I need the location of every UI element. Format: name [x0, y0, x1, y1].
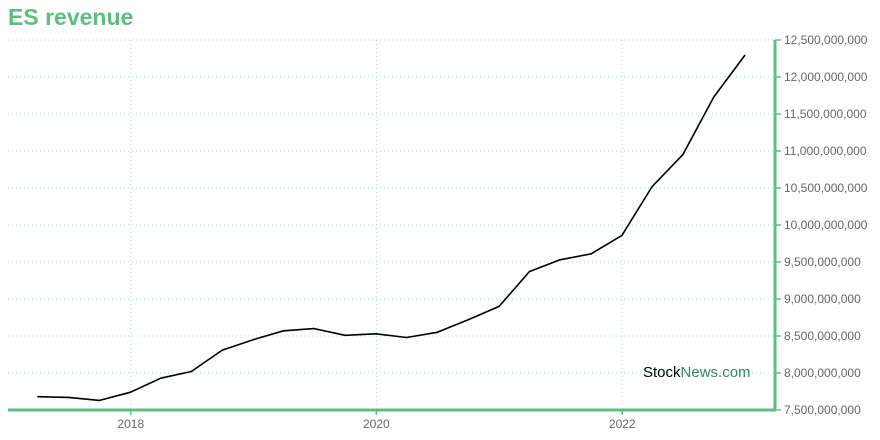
data-point — [221, 349, 224, 351]
watermark-stock-text: Stock — [643, 364, 681, 381]
x-tick-label: 2022 — [609, 417, 636, 431]
data-point — [129, 391, 132, 394]
y-tick-label: 11,500,000,000 — [784, 107, 867, 121]
data-point — [498, 305, 500, 308]
y-tick-label: 12,500,000,000 — [784, 33, 868, 47]
data-point — [621, 234, 623, 237]
data-point — [682, 153, 684, 156]
y-tick-label: 10,500,000,000 — [784, 181, 868, 195]
data-point — [590, 253, 592, 255]
data-point — [467, 318, 470, 321]
watermark-news-text: News.com — [680, 364, 751, 381]
data-point — [559, 259, 561, 261]
data-point — [344, 334, 346, 337]
data-point — [67, 396, 70, 399]
data-point — [252, 338, 254, 341]
axes — [8, 39, 781, 415]
chart-title: ES revenue — [8, 4, 134, 30]
y-tick-label: 8,500,000,000 — [784, 329, 861, 343]
data-point — [282, 330, 285, 332]
y-tick-label: 8,000,000,000 — [784, 366, 861, 380]
y-tick-label: 10,000,000,000 — [784, 218, 868, 232]
y-tick-label: 11,000,000,000 — [784, 144, 867, 158]
y-tick-label: 7,500,000,000 — [784, 403, 861, 417]
y-tick-label: 9,000,000,000 — [784, 292, 861, 306]
data-point — [37, 395, 39, 398]
revenue-series-line — [37, 55, 746, 402]
x-tick-label: 2020 — [363, 417, 390, 431]
data-point — [159, 377, 162, 380]
data-point — [98, 399, 101, 402]
watermark-logo: StockNews.com — [643, 365, 751, 380]
data-point — [528, 270, 531, 273]
data-point — [743, 54, 746, 57]
data-point — [713, 96, 715, 98]
data-point — [651, 185, 653, 188]
y-tick-label: 12,000,000,000 — [784, 70, 868, 84]
grid-lines — [8, 39, 775, 410]
data-point — [313, 327, 315, 330]
y-tick-label: 9,500,000,000 — [784, 255, 861, 269]
data-point — [190, 370, 193, 373]
x-tick-label: 2018 — [117, 417, 144, 431]
data-point — [375, 333, 377, 335]
tick-labels: 7,500,000,000 8,000,000,000 8,500,000,000 9… — [117, 33, 867, 431]
data-point — [405, 336, 408, 339]
data-point — [436, 331, 439, 334]
series-group — [37, 54, 746, 402]
